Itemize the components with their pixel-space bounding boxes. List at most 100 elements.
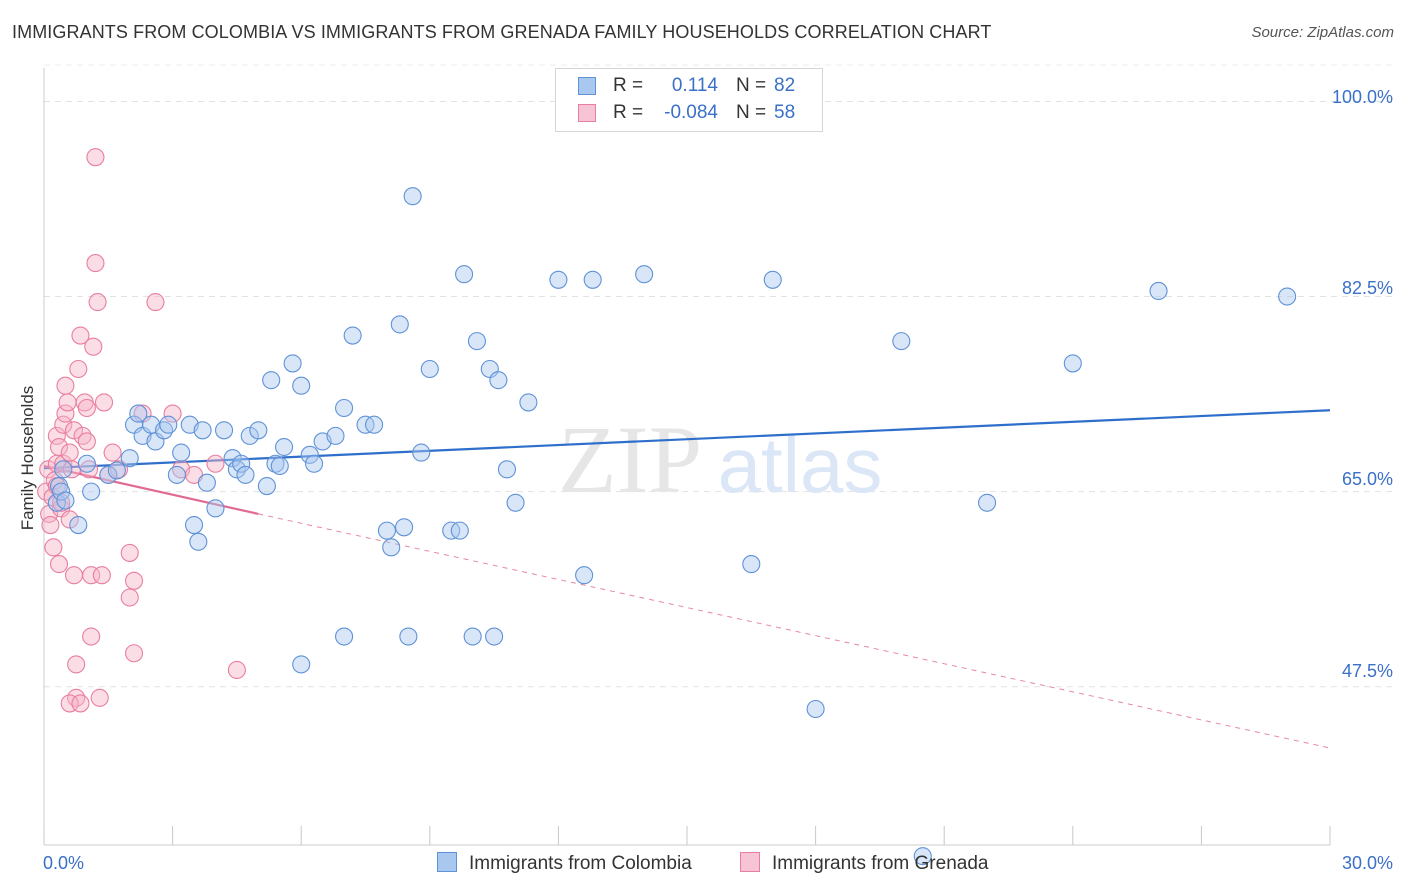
point-colombia — [305, 454, 324, 473]
point-grenada — [56, 404, 75, 423]
point-grenada — [124, 571, 144, 590]
point-grenada — [86, 254, 105, 273]
point-colombia — [763, 270, 782, 289]
point-colombia — [206, 499, 225, 518]
point-colombia — [395, 518, 414, 537]
point-colombia — [52, 482, 71, 501]
point-colombia — [283, 354, 302, 373]
point-colombia — [806, 699, 825, 719]
point-colombia — [236, 465, 255, 484]
point-grenada — [84, 337, 103, 356]
point-grenada — [103, 443, 122, 462]
point-grenada — [88, 293, 107, 312]
y-axis-label: Family Households — [18, 385, 37, 531]
axes — [43, 68, 1331, 846]
bottom-legend-swatch-grenada — [740, 852, 760, 872]
point-colombia — [892, 332, 911, 351]
legend-n-label: N = — [736, 102, 767, 123]
point-colombia — [232, 454, 251, 473]
point-colombia — [249, 421, 268, 440]
point-grenada — [60, 510, 79, 529]
point-colombia — [262, 371, 281, 390]
point-colombia — [489, 371, 508, 390]
legend-swatch-colombia — [578, 77, 596, 95]
point-colombia — [420, 359, 439, 379]
legend-n-value: 82 — [774, 75, 796, 96]
point-colombia — [292, 655, 311, 674]
point-colombia — [506, 493, 525, 512]
point-colombia — [257, 476, 276, 496]
point-grenada — [82, 627, 101, 646]
legend-r-label: R = — [613, 75, 644, 96]
point-grenada — [47, 426, 66, 445]
point-grenada — [146, 293, 165, 312]
trend-line-grenada-dashed — [258, 513, 1331, 749]
watermark-zip: ZIP — [558, 406, 702, 513]
point-colombia — [1149, 281, 1168, 301]
point-grenada — [71, 694, 90, 713]
bottom-legend-label-grenada: Immigrants from Grenada — [772, 853, 989, 874]
point-colombia — [197, 473, 216, 492]
point-colombia — [275, 437, 294, 457]
point-colombia — [129, 404, 148, 423]
point-colombia — [549, 270, 568, 289]
legend-r-value: 0.114 — [671, 75, 718, 96]
point-grenada — [77, 432, 96, 451]
point-grenada — [58, 393, 77, 412]
point-colombia — [467, 332, 487, 351]
point-grenada — [44, 538, 63, 557]
point-grenada — [206, 454, 225, 473]
point-colombia — [450, 521, 469, 540]
point-colombia — [377, 521, 396, 540]
point-grenada — [60, 443, 79, 462]
point-colombia — [167, 465, 186, 484]
y-tick-label-65: 65.0% — [1341, 469, 1393, 489]
point-colombia — [978, 493, 997, 512]
point-colombia — [270, 456, 289, 476]
point-grenada — [64, 421, 84, 440]
point-colombia — [326, 426, 345, 445]
point-grenada — [120, 588, 139, 607]
point-grenada — [90, 688, 109, 707]
point-grenada — [49, 555, 69, 574]
point-colombia — [99, 465, 118, 484]
legend-r-value: -0.084 — [664, 102, 718, 123]
point-colombia — [335, 398, 354, 418]
point-colombia — [455, 265, 474, 284]
point-colombia — [742, 555, 761, 574]
trend-line-colombia — [43, 409, 1331, 470]
legend-n-label: N = — [736, 75, 767, 96]
point-grenada — [163, 404, 182, 423]
point-colombia — [583, 270, 602, 289]
watermark: ZIP atlas — [558, 406, 882, 513]
point-colombia — [184, 516, 204, 535]
point-colombia — [497, 460, 517, 479]
legend-swatch-grenada — [578, 104, 596, 122]
bottom-legend-grenada: Immigrants from Grenada — [740, 852, 988, 875]
correlation-legend: R = 0.114 N = 82 R = -0.084 N = 58 — [555, 68, 823, 132]
point-colombia — [120, 449, 139, 468]
x-tick-label-max: 30.0% — [1341, 853, 1393, 873]
point-colombia — [300, 445, 319, 464]
point-colombia — [635, 265, 654, 284]
point-colombia — [412, 443, 431, 462]
chart-title: IMMIGRANTS FROM COLOMBIA VS IMMIGRANTS F… — [12, 22, 992, 42]
point-colombia — [54, 460, 73, 479]
point-colombia — [403, 187, 422, 206]
point-colombia — [107, 461, 126, 480]
chart-source: Source: ZipAtlas.com — [1251, 24, 1394, 41]
point-grenada — [94, 393, 114, 412]
point-colombia — [189, 532, 208, 551]
data-points — [37, 148, 1297, 866]
grid-lines — [44, 64, 1392, 688]
point-colombia — [223, 449, 242, 468]
point-grenada — [69, 359, 88, 379]
point-colombia — [56, 491, 75, 510]
point-colombia — [913, 847, 932, 866]
point-grenada — [41, 516, 60, 535]
point-colombia — [1063, 354, 1082, 373]
point-colombia — [399, 627, 418, 646]
point-grenada — [49, 437, 69, 457]
point-colombia — [159, 415, 178, 434]
